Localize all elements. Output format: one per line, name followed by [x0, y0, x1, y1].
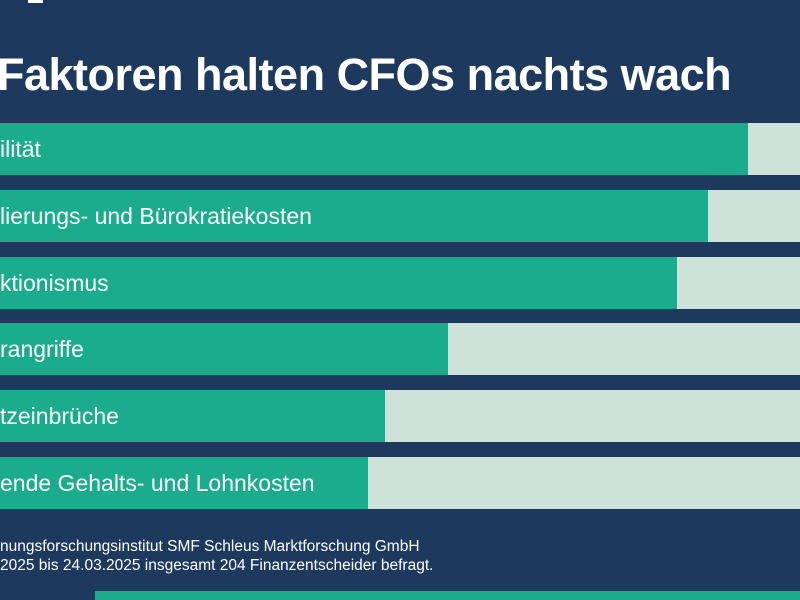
chart-title-wrap: Faktoren halten CFOs nachts wach — [0, 44, 800, 106]
bar-fill — [0, 390, 385, 442]
cropped-top-text-remnant — [28, 0, 43, 3]
bar-row: ilität — [0, 123, 800, 175]
bar-label: lierungs- und Bürokratiekosten — [0, 203, 312, 229]
chart-title: Faktoren halten CFOs nachts wach — [0, 49, 732, 100]
bar-row: ende Gehalts- und Lohnkosten — [0, 457, 800, 509]
source-line-1: nungsforschungsinstitut SMF Schleus Mark… — [0, 538, 420, 555]
bar-fill — [0, 323, 448, 375]
bar-row: tzeinbrüche — [0, 390, 800, 442]
bar-fill — [0, 457, 368, 509]
bar-label: rangriffe — [0, 336, 84, 362]
bar-row: lierungs- und Bürokratiekosten — [0, 190, 800, 242]
source-line-2: 2025 bis 24.03.2025 insgesamt 204 Finanz… — [0, 557, 434, 574]
bar-row: ktionismus — [0, 257, 800, 309]
bottom-accent-strip — [95, 591, 800, 600]
bar-label: ilität — [0, 136, 41, 162]
bar-label: tzeinbrüche — [0, 403, 119, 429]
source-note: nungsforschungsinstitut SMF Schleus Mark… — [0, 538, 800, 576]
bar-fill — [0, 190, 708, 242]
bar-row: rangriffe — [0, 323, 800, 375]
bar-fill — [0, 257, 677, 309]
bar-label: ktionismus — [0, 270, 109, 296]
bar-fill — [0, 123, 748, 175]
bar-label: ende Gehalts- und Lohnkosten — [0, 470, 315, 496]
